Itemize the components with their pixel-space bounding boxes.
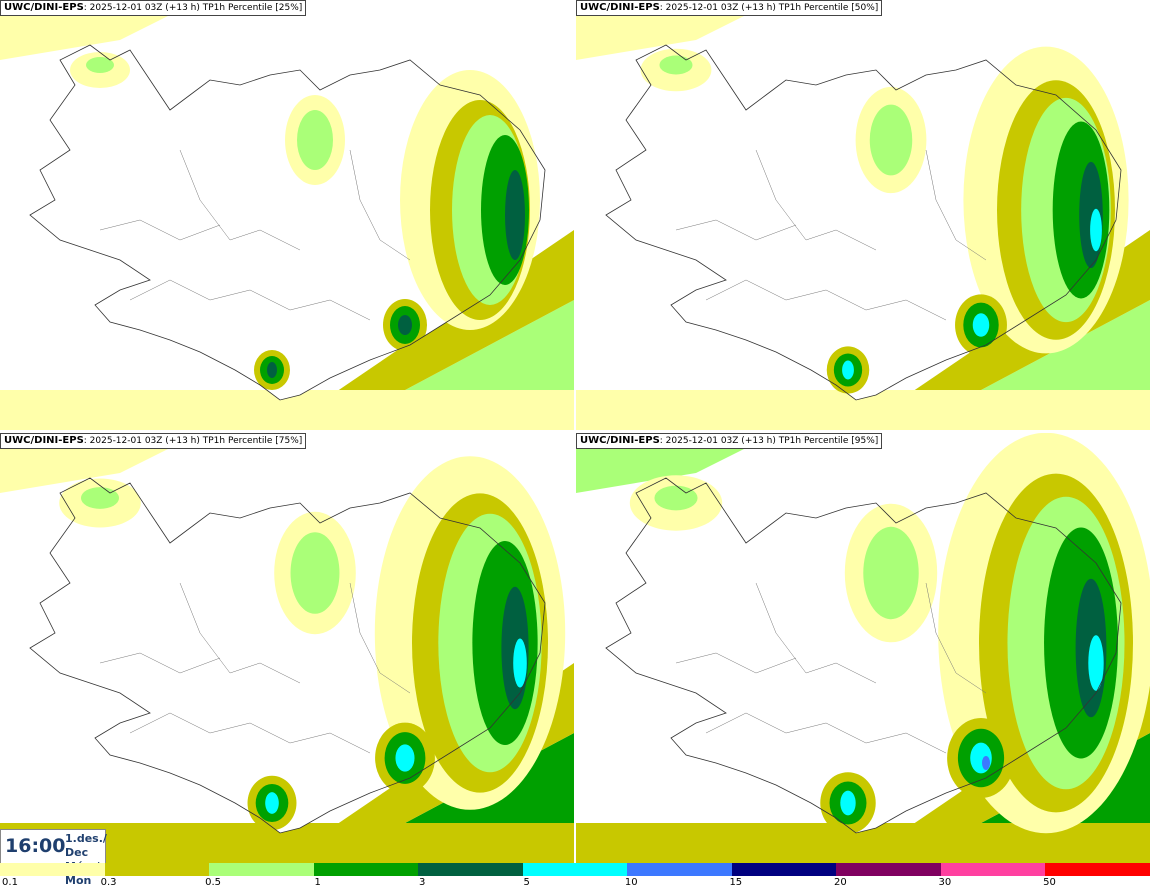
legend-swatch <box>836 863 941 876</box>
valid-time-box: 16:00 1.des./ Dec Mán./ Mon <box>0 829 107 887</box>
rain-band <box>505 170 525 260</box>
color-legend-bar <box>0 863 1150 876</box>
legend-swatch <box>522 863 628 876</box>
run-info: : 2025-12-01 03Z (+13 h) <box>83 3 200 13</box>
road-line <box>925 149 987 261</box>
rain-cell <box>842 360 854 380</box>
rain-cell <box>972 313 990 337</box>
legend-swatch <box>104 863 210 876</box>
rain-core <box>1088 635 1104 691</box>
date-line-1: 1.des./ Dec <box>65 832 107 859</box>
field-name: TP1h Percentile [75%] <box>199 436 303 446</box>
legend-swatch <box>1045 863 1150 876</box>
map-panel-p75: UWC/DINI-EPS: 2025-12-01 03Z (+13 h) TP1… <box>0 433 574 863</box>
rain-core <box>513 638 527 688</box>
legend-swatch <box>0 863 105 876</box>
rain-patch <box>863 526 919 620</box>
legend-label: 5 <box>523 877 530 888</box>
legend-swatch <box>627 863 732 876</box>
legend-swatch <box>731 863 837 876</box>
color-legend-labels: 0.1 0.3 0.5 1 3 5 10 15 20 30 50 <box>0 877 1150 891</box>
rain-core <box>1090 208 1102 252</box>
map-panel-p25: UWC/DINI-EPS: 2025-12-01 03Z (+13 h) TP1… <box>0 0 574 430</box>
rain-patch <box>659 55 693 75</box>
rain-cell <box>267 362 277 378</box>
panel-title: UWC/DINI-EPS: 2025-12-01 03Z (+13 h) TP1… <box>576 0 883 16</box>
legend-label: 0.5 <box>205 877 222 888</box>
model-name: UWC/DINI-EPS <box>580 2 660 13</box>
legend-label: 3 <box>418 877 426 888</box>
map-panel-p95: UWC/DINI-EPS: 2025-12-01 03Z (+13 h) TP1… <box>576 433 1150 863</box>
road-line <box>179 149 301 251</box>
rain-patch <box>654 485 698 511</box>
precip-map-p75 <box>0 433 574 863</box>
road-line <box>705 712 947 754</box>
legend-label: 10 <box>624 877 638 888</box>
legend-label: 50 <box>1043 877 1056 888</box>
panel-title: UWC/DINI-EPS: 2025-12-01 03Z (+13 h) TP1… <box>576 433 883 449</box>
legend-swatch <box>313 863 419 876</box>
road-line <box>755 149 877 251</box>
legend-label: 30 <box>938 877 952 888</box>
rain-cell <box>265 792 279 814</box>
road-line <box>129 279 371 321</box>
valid-time-clock: 16:00 <box>5 835 66 857</box>
model-name: UWC/DINI-EPS <box>4 2 84 13</box>
road-line <box>349 149 411 261</box>
precip-map-p95 <box>576 433 1150 863</box>
road-line <box>99 219 221 241</box>
rain-patch <box>86 57 114 73</box>
legend-label: 15 <box>729 877 743 888</box>
field-name: TP1h Percentile [95%] <box>775 436 879 446</box>
rain-patch <box>297 110 333 170</box>
legend-label: 0.3 <box>100 877 117 888</box>
road-line <box>675 652 797 674</box>
legend-label: 1 <box>314 877 321 888</box>
rain-patch <box>290 532 340 614</box>
legend-swatch <box>940 863 1046 876</box>
rain-cell <box>398 315 412 335</box>
precip-map-p50 <box>576 0 1150 430</box>
road-line <box>99 652 221 674</box>
rain-cell <box>840 790 856 816</box>
legend-label: 20 <box>833 877 847 888</box>
road-line <box>129 712 371 754</box>
coastline <box>29 477 546 834</box>
coastline <box>605 477 1122 834</box>
rain-patch <box>80 487 120 509</box>
run-info: : 2025-12-01 03Z (+13 h) <box>659 3 776 13</box>
road-line <box>705 279 947 321</box>
run-info: : 2025-12-01 03Z (+13 h) <box>659 436 776 446</box>
model-name: UWC/DINI-EPS <box>4 435 84 446</box>
legend-swatch <box>209 863 314 876</box>
road-line <box>179 582 301 684</box>
road-line <box>349 582 411 694</box>
panel-title: UWC/DINI-EPS: 2025-12-01 03Z (+13 h) TP1… <box>0 0 307 16</box>
model-name: UWC/DINI-EPS <box>580 435 660 446</box>
field-name: TP1h Percentile [50%] <box>775 3 879 13</box>
rain-patch <box>869 104 913 176</box>
precip-map-p25 <box>0 0 574 430</box>
road-line <box>755 582 877 684</box>
coastline <box>605 44 1122 401</box>
coastline <box>29 44 546 401</box>
rain-core <box>982 756 990 770</box>
panel-title: UWC/DINI-EPS: 2025-12-01 03Z (+13 h) TP1… <box>0 433 307 449</box>
road-line <box>925 582 987 694</box>
legend-label: 0.1 <box>2 877 18 888</box>
field-name: TP1h Percentile [25%] <box>199 3 303 13</box>
rain-cell <box>395 744 415 772</box>
legend-swatch <box>418 863 523 876</box>
road-line <box>675 219 797 241</box>
map-panel-p50: UWC/DINI-EPS: 2025-12-01 03Z (+13 h) TP1… <box>576 0 1150 430</box>
run-info: : 2025-12-01 03Z (+13 h) <box>83 436 200 446</box>
